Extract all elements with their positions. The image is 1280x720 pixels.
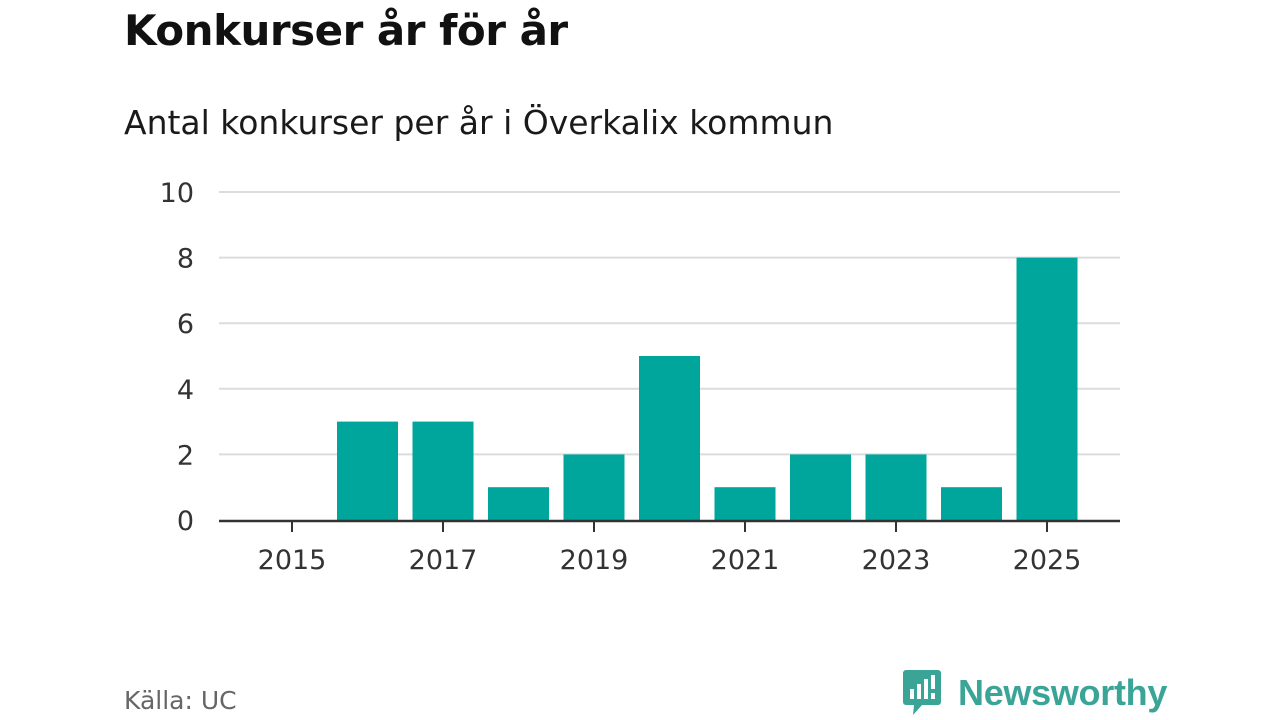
x-axis-ticks: 2015 2017 2019 2021 2023 2025: [258, 521, 1082, 576]
y-tick-label: 0: [177, 506, 194, 537]
bar-2024: [941, 487, 1002, 520]
bars: [337, 257, 1078, 520]
bar-2021: [714, 487, 776, 520]
bar-2025: [1016, 257, 1078, 520]
x-tick-label: 2023: [862, 545, 931, 576]
x-tick-label: 2025: [1013, 545, 1082, 576]
x-tick-label: 2015: [258, 545, 327, 576]
bar-2019: [563, 454, 625, 520]
chart-title: Konkurser år för år: [124, 6, 568, 55]
newsworthy-icon: [903, 670, 941, 715]
bar-2016: [337, 421, 398, 520]
chart-subtitle: Antal konkurser per år i Överkalix kommu…: [124, 103, 834, 142]
bar-2018: [488, 487, 549, 520]
x-tick-label: 2017: [409, 545, 478, 576]
y-tick-label: 4: [177, 375, 194, 406]
brand-logo: Newsworthy: [902, 668, 1167, 718]
bar-2023: [865, 454, 927, 520]
y-axis-ticks: 0 2 4 6 8 10: [160, 178, 194, 537]
x-tick-label: 2021: [711, 545, 780, 576]
source-label: Källa: UC: [124, 686, 237, 715]
x-tick-label: 2019: [560, 545, 629, 576]
y-tick-label: 2: [177, 440, 194, 471]
y-tick-label: 10: [160, 178, 194, 209]
bar-2022: [790, 454, 851, 520]
brand-name: Newsworthy: [958, 672, 1168, 713]
bar-2017: [412, 421, 474, 520]
y-tick-label: 6: [177, 309, 194, 340]
bar-2020: [639, 356, 700, 520]
y-tick-label: 8: [177, 244, 194, 275]
